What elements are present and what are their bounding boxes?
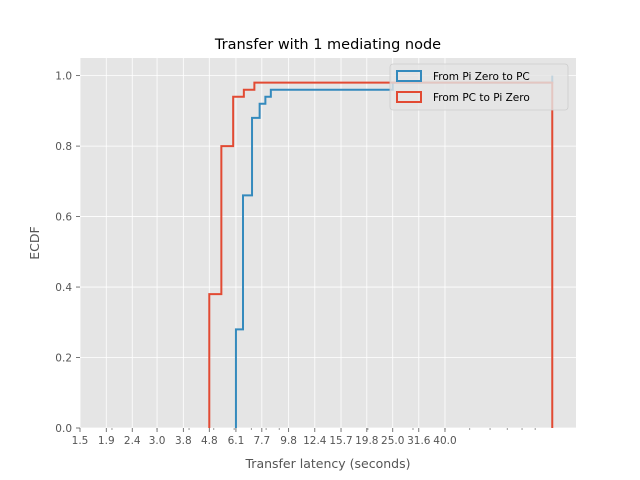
- x-tick-label: 7.7: [253, 435, 270, 447]
- x-tick-label: 15.7: [329, 435, 352, 447]
- y-tick-label: 0.8: [55, 141, 72, 153]
- x-axis-ticks: 1.5 1.9 2.4 3.0 3.8 4.8 6.1 7.7 9.8 12.4 15.7 19.8 2…: [72, 428, 536, 447]
- x-tick-label: 1.9: [98, 435, 115, 447]
- x-tick-label: 6.1: [228, 435, 245, 447]
- legend-swatch-0: [396, 70, 422, 82]
- x-tick-label: 4.8: [201, 435, 218, 447]
- grid: [79, 58, 576, 429]
- x-tick-label: 19.8: [355, 435, 378, 447]
- y-tick-label: 0.6: [55, 212, 72, 224]
- x-tick-label: 25.0: [381, 435, 404, 447]
- x-tick-label: 3.8: [175, 435, 192, 447]
- plot-area: [80, 58, 576, 428]
- x-tick-label: 12.4: [303, 435, 327, 447]
- x-tick-label: 9.8: [280, 435, 297, 447]
- x-tick-label: 3.0: [149, 435, 166, 447]
- y-axis-label: ECDF: [27, 226, 42, 259]
- x-axis-label: Transfer latency (seconds): [245, 456, 411, 471]
- x-tick-label: 31.6: [407, 435, 431, 447]
- legend-label-1: From PC to Pi Zero: [433, 92, 530, 104]
- series-line-1: [208, 81, 554, 428]
- y-tick-label: 0.0: [55, 423, 72, 435]
- chart-title: Transfer with 1 mediating node: [214, 37, 441, 53]
- x-tick-label: 40.0: [433, 435, 456, 447]
- x-tick-label: 2.4: [124, 435, 141, 447]
- legend-label-0: From Pi Zero to PC: [433, 71, 530, 83]
- y-tick-label: 0.2: [55, 353, 72, 365]
- y-axis-ticks: 0.0 0.2 0.4 0.6 0.8 1.0: [55, 71, 80, 435]
- x-tick-label: 1.5: [72, 435, 89, 447]
- legend-box: [389, 63, 569, 111]
- y-tick-label: 0.4: [55, 282, 72, 294]
- legend: From Pi Zero to PC From PC to Pi Zero: [389, 63, 569, 111]
- legend-swatch-1: [396, 91, 422, 103]
- y-tick-label: 1.0: [55, 71, 72, 83]
